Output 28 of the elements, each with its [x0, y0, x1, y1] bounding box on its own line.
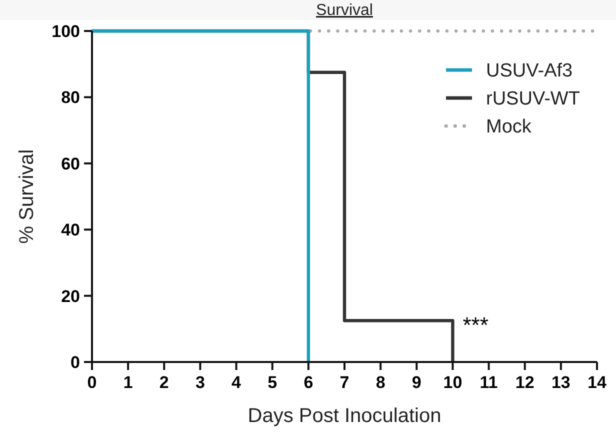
y-tick-label: 80	[61, 88, 80, 108]
x-tick-label: 3	[195, 373, 205, 392]
legend-label: USUV-Af3	[486, 60, 573, 82]
x-tick-label: 8	[376, 373, 386, 392]
x-tick-label: 9	[412, 373, 422, 392]
x-tick-label: 0	[87, 373, 97, 392]
x-tick-label: 12	[515, 373, 534, 392]
y-tick-label: 40	[61, 220, 80, 240]
x-tick-label: 2	[159, 373, 169, 392]
legend-label: Mock	[486, 116, 532, 138]
x-tick-label: 11	[480, 373, 498, 392]
x-tick-label: 7	[340, 373, 350, 392]
y-tick-label: 100	[52, 22, 80, 41]
x-tick-label: 6	[304, 373, 314, 392]
legend-label: rUSUV-WT	[486, 88, 580, 110]
x-tick-label: 13	[551, 373, 570, 392]
y-axis-title: % Survival	[16, 149, 38, 244]
x-tick-label: 4	[232, 373, 242, 392]
x-tick-label: 14	[588, 373, 607, 392]
chart-title: Survival	[316, 2, 373, 19]
x-axis-title: Days Post Inoculation	[248, 405, 442, 427]
y-tick-label: 60	[61, 154, 80, 174]
y-tick-label: 0	[70, 352, 80, 372]
y-tick-label: 20	[61, 286, 80, 306]
x-tick-label: 5	[268, 373, 278, 392]
x-tick-label: 10	[443, 373, 462, 392]
annotation: ***	[462, 312, 489, 338]
x-tick-label: 1	[123, 373, 133, 392]
